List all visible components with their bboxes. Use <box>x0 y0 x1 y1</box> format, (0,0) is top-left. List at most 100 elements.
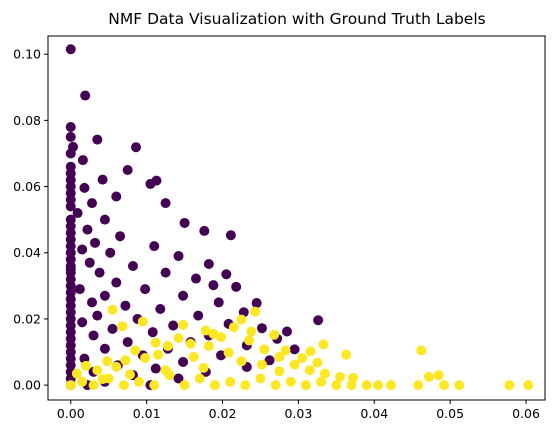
scatter-point <box>79 182 90 193</box>
scatter-point <box>373 380 384 391</box>
scatter-point <box>153 349 164 360</box>
scatter-point <box>122 337 133 348</box>
scatter-point <box>423 371 434 382</box>
scatter-point <box>193 310 204 321</box>
scatter-point <box>90 237 101 248</box>
scatter-point <box>82 224 93 235</box>
scatter-point <box>107 323 118 334</box>
x-tick-label: 0.03 <box>284 406 312 421</box>
scatter-point <box>160 198 171 209</box>
scatter-point <box>236 356 247 367</box>
scatter-point <box>348 372 359 383</box>
scatter-point <box>270 380 281 391</box>
scatter-point <box>134 376 145 387</box>
scatter-point <box>99 343 110 354</box>
scatter-point <box>88 380 99 391</box>
scatter-point <box>274 366 285 377</box>
scatter-point <box>285 376 296 387</box>
scatter-point <box>190 273 201 284</box>
scatter-point <box>92 134 103 145</box>
scatter-point <box>208 280 219 291</box>
scatter-point <box>178 290 189 301</box>
scatter-point <box>117 321 128 332</box>
scatter-point <box>413 380 424 391</box>
scatter-point <box>335 371 346 382</box>
scatter-point <box>251 298 262 309</box>
scatter-point <box>208 328 219 339</box>
scatter-point <box>318 339 329 350</box>
scatter-point <box>77 155 88 166</box>
scatter-point <box>65 264 76 275</box>
scatter-point <box>94 267 105 278</box>
scatter-point <box>111 191 122 202</box>
scatter-point <box>97 174 108 185</box>
scatter-point <box>185 338 196 349</box>
scatter-point <box>274 351 285 362</box>
scatter-point <box>259 344 270 355</box>
x-tick-label: 0.05 <box>436 406 464 421</box>
scatter-point <box>80 360 91 371</box>
scatter-point <box>168 320 179 331</box>
scatter-point <box>240 380 251 391</box>
scatter-point <box>433 370 444 381</box>
scatter-point <box>178 319 189 330</box>
scatter-point <box>150 337 161 348</box>
scatter-point <box>140 352 151 363</box>
scatter-point <box>416 345 427 356</box>
x-tick-label: 0.02 <box>209 406 237 421</box>
scatter-point <box>331 380 342 391</box>
scatter-point <box>140 284 151 295</box>
scatter-point <box>178 356 189 367</box>
scatter-point <box>120 355 131 366</box>
scatter-point <box>316 376 327 387</box>
scatter-point <box>84 257 95 268</box>
scatter-point <box>150 363 161 374</box>
y-tick-label: 0.06 <box>13 179 41 194</box>
scatter-point <box>319 368 330 379</box>
scatter-point <box>149 241 160 252</box>
scatter-point <box>137 316 148 327</box>
scatter-point <box>250 306 261 317</box>
scatter-point <box>77 317 88 328</box>
scatter-point <box>130 345 141 356</box>
scatter-point <box>200 325 211 336</box>
scatter-point <box>523 380 534 391</box>
scatter-point <box>256 359 267 370</box>
scatter-point <box>173 373 184 384</box>
scatter-point <box>361 380 372 391</box>
scatter-point <box>65 380 76 391</box>
scatter-point <box>255 373 266 384</box>
x-tick-label: 0.00 <box>57 406 85 421</box>
scatter-point <box>264 355 275 366</box>
scatter-point <box>87 198 98 209</box>
x-tick-label: 0.01 <box>133 406 161 421</box>
scatter-point <box>131 142 142 153</box>
x-axis: 0.00 0.01 0.02 0.03 0.04 0.05 0.06 <box>57 400 540 421</box>
scatter-point <box>228 322 239 333</box>
y-tick-label: 0.00 <box>13 378 41 393</box>
scatter-point <box>118 380 129 391</box>
scatter-point <box>162 341 173 352</box>
scatter-point <box>439 380 450 391</box>
scatter-point <box>289 359 300 370</box>
scatter-point <box>173 251 184 262</box>
scatter-point <box>173 333 184 344</box>
scatter-point <box>65 201 76 212</box>
scatter-point <box>203 341 214 352</box>
scatter-point <box>99 214 110 225</box>
scatter-point <box>256 323 267 334</box>
scatter-point <box>225 230 236 241</box>
scatter-point <box>300 380 311 391</box>
y-tick-label: 0.10 <box>13 47 41 62</box>
scatter-point <box>88 330 99 341</box>
scatter-point <box>149 380 160 391</box>
scatter-point <box>65 131 76 142</box>
y-tick-label: 0.02 <box>13 311 41 326</box>
scatter-point <box>209 380 220 391</box>
scatter-point <box>179 217 190 228</box>
scatter-point <box>155 304 166 314</box>
scatter-point <box>87 297 98 308</box>
scatter-point <box>111 277 122 288</box>
